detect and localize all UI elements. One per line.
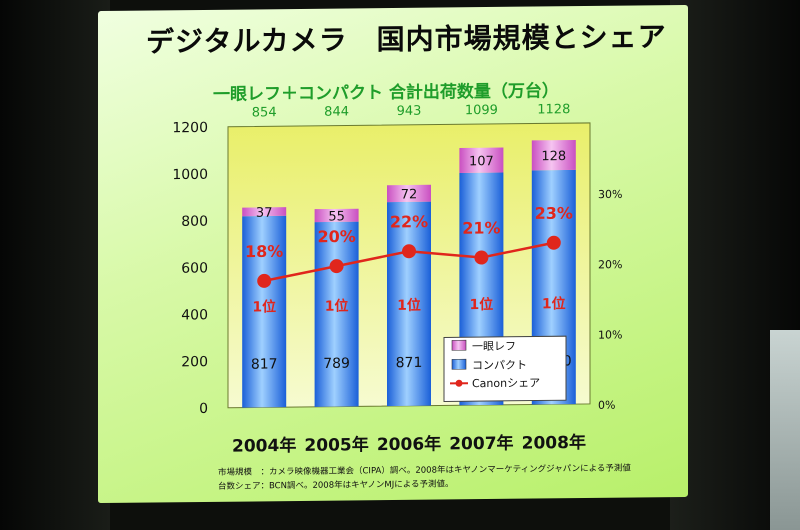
y-tick-label: 800 — [181, 214, 208, 230]
legend-item-slr-swatch — [452, 340, 466, 350]
rank-label: 1位 — [470, 296, 494, 313]
legend-item-compact: コンパクト — [472, 359, 527, 373]
share-label: 20% — [317, 227, 355, 246]
compact-value-label: 789 — [323, 356, 350, 372]
legend-item-share: Canonシェア — [472, 376, 540, 390]
footnote-share: 台数シェア：BCN調べ。2008年はキヤノンMJによる予測値。 — [218, 477, 454, 491]
y-tick-label: 200 — [181, 354, 208, 370]
legend-item-slr: 一眼レフ — [472, 340, 516, 353]
presentation-slide: デジタルカメラ 国内市場規模とシェア 一眼レフ＋コンパクト 合計出荷数量（万台）… — [98, 5, 688, 503]
share-label: 21% — [462, 218, 500, 237]
slr-value-label: 107 — [469, 154, 494, 169]
total-label: 1128 — [537, 102, 570, 117]
rank-label: 1位 — [325, 297, 349, 314]
total-label: 854 — [252, 105, 277, 120]
slr-value-label: 37 — [256, 206, 273, 221]
y2-tick-label: 10% — [598, 328, 622, 341]
share-label: 22% — [390, 212, 428, 231]
background-left — [0, 0, 110, 530]
category-label: 2006年 — [377, 433, 441, 455]
y2-tick-label: 0% — [598, 399, 615, 412]
category-label: 2005年 — [304, 434, 368, 456]
category-label: 2007年 — [449, 433, 513, 455]
category-label: 2004年 — [232, 435, 296, 457]
y-tick-label: 0 — [199, 401, 208, 417]
slr-value-label: 55 — [328, 209, 345, 224]
total-label: 844 — [324, 104, 349, 119]
rank-label: 1位 — [397, 297, 421, 314]
category-label: 2008年 — [522, 432, 586, 454]
y-tick-label: 1200 — [172, 120, 208, 136]
y-tick-label: 400 — [181, 307, 208, 323]
share-label: 18% — [245, 242, 283, 261]
legend-item-compact-swatch — [452, 359, 466, 369]
compact-value-label: 871 — [396, 355, 423, 371]
slr-value-label: 72 — [401, 187, 418, 202]
compact-value-label: 817 — [251, 356, 278, 372]
y-tick-label: 600 — [181, 260, 208, 276]
y2-tick-label: 20% — [598, 258, 622, 271]
rank-label: 1位 — [252, 298, 276, 315]
y2-tick-label: 30% — [598, 188, 622, 201]
podium — [770, 330, 800, 530]
rank-label: 1位 — [542, 295, 566, 312]
chart: 0 200 400 600 800 1000 1200 0% 10% 20% 30% 37 817 1位 8… — [98, 5, 688, 503]
total-label: 1099 — [465, 103, 498, 118]
share-label: 23% — [535, 204, 573, 223]
slr-value-label: 128 — [541, 149, 566, 164]
total-label: 943 — [397, 104, 422, 119]
y-tick-label: 1000 — [172, 167, 208, 183]
